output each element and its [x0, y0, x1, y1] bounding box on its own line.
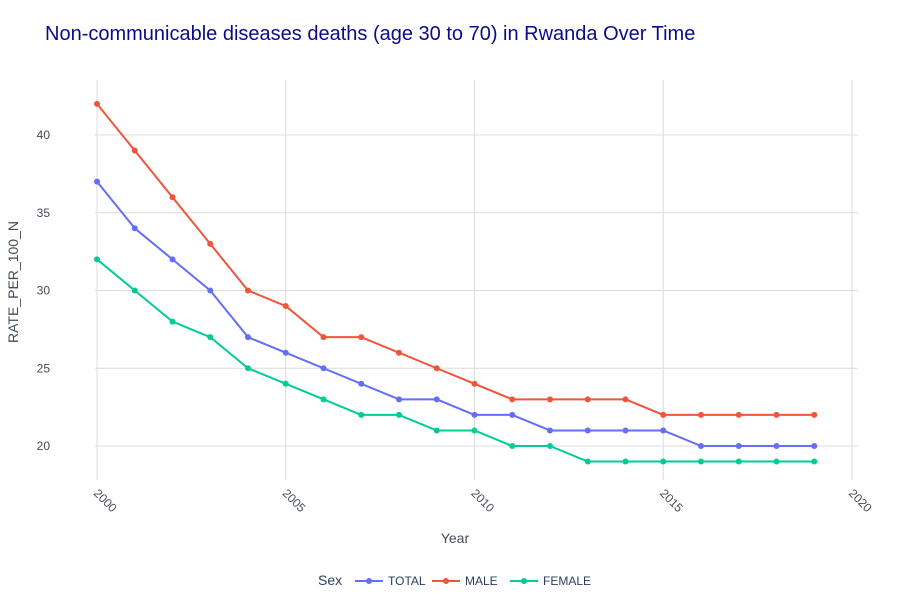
data-point-total — [811, 443, 818, 449]
data-point-female — [622, 458, 629, 465]
data-point-male — [547, 396, 553, 403]
data-point-male — [698, 411, 704, 418]
data-point-female — [773, 458, 780, 465]
data-point-male — [282, 303, 289, 310]
data-point-male — [358, 334, 365, 341]
chart-title: Non-communicable diseases deaths (age 30… — [45, 23, 695, 45]
legend-label-male: MALE — [465, 574, 498, 588]
series-lines — [94, 100, 818, 465]
legend-marker-total — [366, 578, 372, 584]
series-line-female — [96, 258, 815, 463]
data-point-total — [358, 380, 365, 387]
data-point-total — [131, 225, 138, 232]
y-tick-label: 35 — [37, 206, 51, 220]
data-point-male — [660, 411, 667, 418]
data-point-total — [320, 365, 327, 372]
data-point-female — [320, 396, 327, 403]
data-point-female — [509, 443, 516, 449]
legend-marker-female — [521, 578, 527, 584]
data-point-male — [131, 147, 138, 154]
data-point-female — [471, 427, 478, 434]
x-tick-label: 2000 — [91, 486, 120, 515]
data-point-male — [811, 411, 818, 418]
y-tick-label: 30 — [37, 284, 51, 298]
data-point-total — [660, 427, 667, 434]
legend-marker-male — [443, 578, 449, 584]
series-line-male — [96, 103, 815, 416]
data-point-total — [207, 287, 214, 294]
data-point-total — [282, 349, 289, 356]
legend: Sex TOTAL MALE FEMALE — [318, 572, 591, 588]
data-point-total — [547, 427, 553, 434]
data-point-female — [584, 458, 591, 465]
legend-title: Sex — [318, 572, 342, 588]
data-point-total — [94, 178, 100, 185]
data-point-male — [207, 240, 214, 247]
data-point-female — [433, 427, 440, 434]
data-point-total — [433, 396, 440, 403]
data-point-female — [282, 380, 289, 387]
legend-label-female: FEMALE — [543, 574, 591, 588]
grid — [95, 80, 858, 480]
data-point-female — [698, 458, 704, 465]
data-point-total — [471, 411, 478, 418]
y-tick-label: 20 — [37, 439, 51, 453]
y-axis-title: RATE_PER_100_N — [5, 221, 21, 343]
data-point-total — [169, 256, 176, 263]
data-point-male — [169, 194, 176, 201]
y-tick-label: 25 — [37, 361, 51, 375]
data-point-total — [509, 411, 516, 418]
data-point-male — [735, 411, 742, 418]
y-tick-label: 40 — [37, 128, 51, 142]
data-point-female — [811, 458, 818, 465]
series-line-total — [96, 181, 815, 447]
data-point-female — [207, 334, 214, 341]
data-point-female — [660, 458, 667, 465]
data-point-female — [131, 287, 138, 294]
x-tick-label: 2005 — [280, 486, 309, 515]
data-point-male — [433, 365, 440, 372]
legend-label-total: TOTAL — [388, 574, 426, 588]
x-axis-title: Year — [441, 530, 470, 546]
data-point-total — [698, 443, 704, 449]
x-axis-ticks: 2000 2005 2010 2015 2020 — [91, 486, 875, 515]
data-point-total — [245, 334, 251, 341]
x-tick-label: 2015 — [657, 486, 686, 515]
data-point-total — [773, 443, 780, 449]
data-point-male — [94, 100, 100, 107]
data-point-female — [396, 411, 402, 418]
data-point-total — [735, 443, 742, 449]
data-point-male — [471, 380, 478, 387]
data-point-female — [358, 411, 365, 418]
data-point-female — [245, 365, 251, 372]
data-point-male — [245, 287, 251, 294]
data-point-male — [509, 396, 516, 403]
data-point-male — [320, 334, 327, 341]
data-point-male — [773, 411, 780, 418]
x-tick-label: 2020 — [846, 486, 875, 515]
y-axis-ticks: 20 25 30 35 40 — [37, 128, 51, 453]
data-point-female — [169, 318, 176, 325]
data-point-male — [584, 396, 591, 403]
data-point-male — [396, 349, 402, 356]
x-tick-label: 2010 — [468, 486, 497, 515]
data-point-female — [547, 443, 553, 449]
data-point-total — [622, 427, 629, 434]
data-point-total — [396, 396, 402, 403]
data-point-female — [735, 458, 742, 465]
data-point-female — [94, 256, 100, 263]
data-point-total — [584, 427, 591, 434]
data-point-male — [622, 396, 629, 403]
